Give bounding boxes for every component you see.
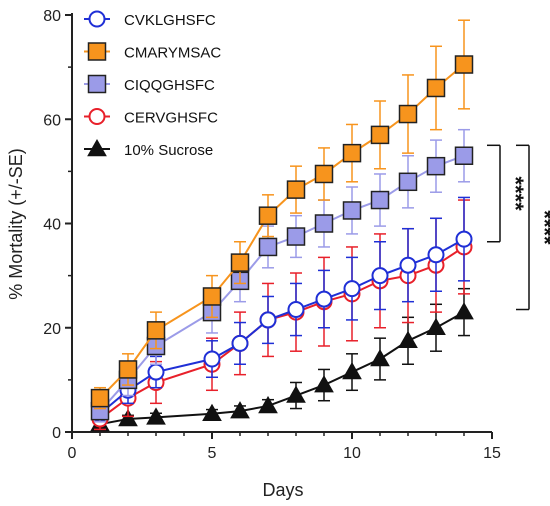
legend-item: CMARYMSAC <box>84 42 221 62</box>
data-point <box>371 267 389 285</box>
data-point <box>118 360 138 379</box>
data-point <box>202 287 222 306</box>
data-point <box>426 78 446 98</box>
significance-inner: **** <box>487 144 528 243</box>
data-point <box>454 146 474 165</box>
legend: CVKLGHSFC CMARYMSAC CIQQGHSFC CERVGHSFC 10% … <box>84 10 221 159</box>
data-point <box>203 350 221 368</box>
y-axis-label: % Mortality (+/-SE) <box>6 148 26 300</box>
significance-label: **** <box>503 176 528 211</box>
series-cvklghsfc <box>91 196 473 423</box>
significance-annotations: ******** <box>487 144 550 311</box>
legend-label: CERVGHSFC <box>124 110 218 127</box>
y-tick-label: 20 <box>43 321 61 338</box>
legend-marker <box>87 74 107 94</box>
legend-marker <box>88 108 106 125</box>
data-point <box>314 375 334 393</box>
data-point <box>147 363 165 381</box>
data-point <box>287 301 305 319</box>
data-point <box>231 334 249 352</box>
legend-marker <box>88 10 106 28</box>
data-point <box>343 280 361 298</box>
data-point <box>286 180 306 199</box>
data-point <box>146 407 166 425</box>
series-10-sucrose <box>90 287 474 432</box>
legend-item: CVKLGHSFC <box>84 10 216 29</box>
data-point <box>286 385 306 403</box>
data-point <box>342 362 362 380</box>
x-tick-label: 10 <box>343 445 361 462</box>
legend-label: CIQQGHSFC <box>124 77 215 94</box>
data-point <box>398 330 418 349</box>
axes: 0 20 40 60 80 0 5 10 15 <box>43 8 501 462</box>
x-tick-label: 0 <box>68 445 77 462</box>
data-point <box>314 214 334 233</box>
data-point <box>230 401 250 419</box>
data-point <box>259 311 277 329</box>
data-point <box>399 256 417 274</box>
data-point <box>370 349 390 367</box>
y-tick-label: 60 <box>43 112 61 129</box>
y-tick-label: 80 <box>43 8 61 25</box>
y-tick-label: 0 <box>52 425 61 442</box>
data-point <box>258 237 278 257</box>
significance-outer: **** <box>516 144 550 311</box>
x-tick-label: 15 <box>483 445 501 462</box>
legend-label: CMARYMSAC <box>124 45 221 62</box>
data-point <box>426 156 446 176</box>
legend-item: 10% Sucrose <box>84 138 213 159</box>
legend-label: 10% Sucrose <box>124 142 213 159</box>
data-point <box>90 388 110 408</box>
legend-item: CERVGHSFC <box>84 108 218 127</box>
data-point <box>455 230 473 248</box>
data-point <box>370 125 390 145</box>
legend-label: CVKLGHSFC <box>124 12 216 29</box>
data-point <box>286 227 306 246</box>
data-point <box>427 246 445 264</box>
data-point <box>370 190 390 210</box>
data-point <box>258 206 278 225</box>
y-tick-label: 40 <box>43 217 61 234</box>
series-cmarymsac <box>90 19 474 410</box>
data-point <box>342 201 362 220</box>
data-point <box>118 408 138 427</box>
data-point <box>202 403 222 422</box>
x-axis-label: Days <box>262 480 303 500</box>
data-point <box>146 321 166 340</box>
data-point <box>342 143 362 163</box>
plot-area <box>90 19 474 432</box>
data-point <box>426 317 446 335</box>
data-point <box>454 55 474 74</box>
data-point <box>315 290 333 308</box>
data-point <box>454 302 474 320</box>
data-point <box>398 172 418 192</box>
significance-label: **** <box>532 210 550 245</box>
legend-marker <box>87 42 107 61</box>
data-point <box>230 253 250 272</box>
x-tick-label: 5 <box>208 445 217 462</box>
legend-item: CIQQGHSFC <box>84 74 215 94</box>
legend-marker <box>87 138 107 157</box>
data-point <box>314 164 334 184</box>
data-point <box>258 395 278 414</box>
data-point <box>398 104 418 124</box>
